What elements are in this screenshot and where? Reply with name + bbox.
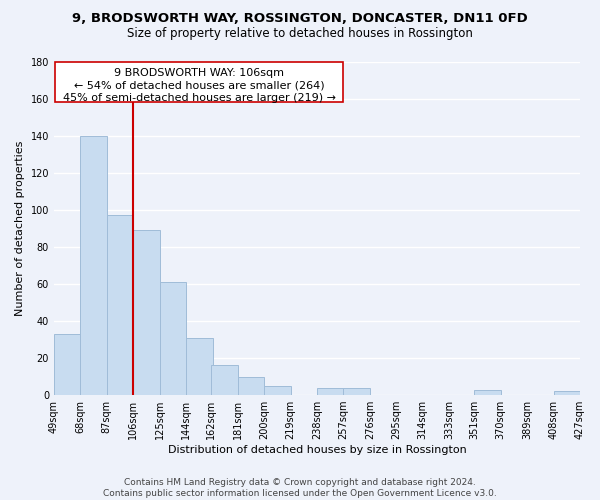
Bar xyxy=(54,334,80,395)
Text: Size of property relative to detached houses in Rossington: Size of property relative to detached ho… xyxy=(127,28,473,40)
Bar xyxy=(317,388,343,395)
Bar xyxy=(264,386,290,395)
Bar xyxy=(211,366,238,395)
Text: 45% of semi-detached houses are larger (219) →: 45% of semi-detached houses are larger (… xyxy=(62,93,335,103)
Bar xyxy=(343,388,370,395)
Bar xyxy=(554,392,580,395)
Bar xyxy=(186,338,212,395)
Bar xyxy=(80,136,107,395)
X-axis label: Distribution of detached houses by size in Rossington: Distribution of detached houses by size … xyxy=(167,445,466,455)
Bar xyxy=(160,282,186,395)
Text: 9 BRODSWORTH WAY: 106sqm: 9 BRODSWORTH WAY: 106sqm xyxy=(114,68,284,78)
Bar xyxy=(238,376,264,395)
Bar xyxy=(474,390,500,395)
Bar xyxy=(107,216,133,395)
Bar xyxy=(133,230,160,395)
Text: 9, BRODSWORTH WAY, ROSSINGTON, DONCASTER, DN11 0FD: 9, BRODSWORTH WAY, ROSSINGTON, DONCASTER… xyxy=(72,12,528,26)
FancyBboxPatch shape xyxy=(55,62,343,102)
Y-axis label: Number of detached properties: Number of detached properties xyxy=(15,140,25,316)
Text: ← 54% of detached houses are smaller (264): ← 54% of detached houses are smaller (26… xyxy=(74,80,325,90)
Text: Contains HM Land Registry data © Crown copyright and database right 2024.
Contai: Contains HM Land Registry data © Crown c… xyxy=(103,478,497,498)
